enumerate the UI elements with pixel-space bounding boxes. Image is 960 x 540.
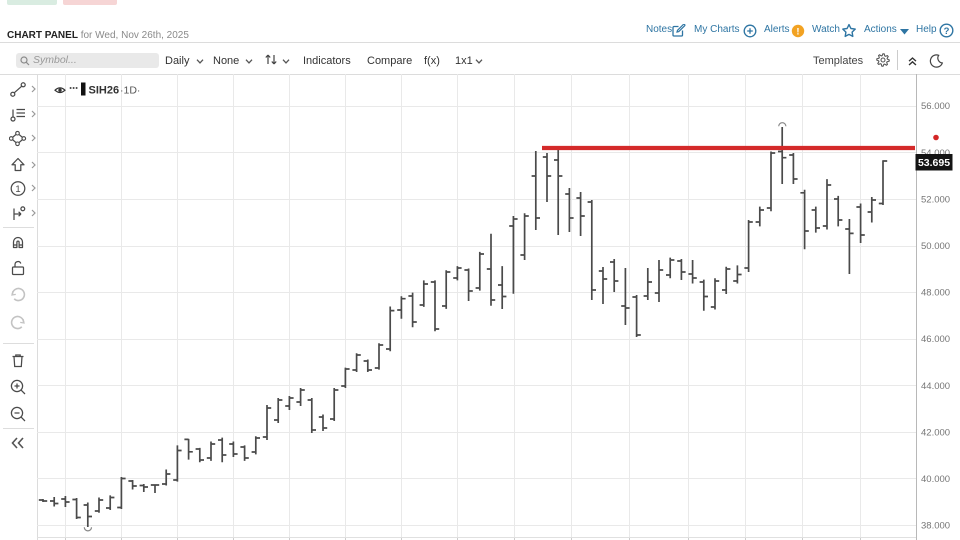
svg-text:40.000: 40.000 bbox=[921, 474, 950, 485]
svg-text:1: 1 bbox=[15, 184, 20, 195]
svg-text:·1D·: ·1D· bbox=[120, 85, 140, 97]
svg-text:50.000: 50.000 bbox=[921, 241, 950, 252]
svg-text:56.000: 56.000 bbox=[921, 101, 950, 112]
svg-text:!: ! bbox=[796, 26, 799, 37]
svg-text:54.000: 54.000 bbox=[921, 148, 950, 159]
svg-text:46.000: 46.000 bbox=[921, 334, 950, 345]
svg-text:44.000: 44.000 bbox=[921, 381, 950, 392]
svg-text:38.000: 38.000 bbox=[921, 521, 950, 532]
svg-text:52.000: 52.000 bbox=[921, 194, 950, 205]
svg-text:42.000: 42.000 bbox=[921, 427, 950, 438]
svg-text:48.000: 48.000 bbox=[921, 288, 950, 299]
svg-text:?: ? bbox=[944, 26, 950, 37]
svg-text:53.695: 53.695 bbox=[918, 157, 950, 169]
svg-text:SIH26: SIH26 bbox=[89, 85, 120, 97]
